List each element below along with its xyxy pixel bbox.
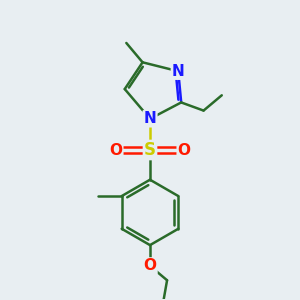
- Text: O: O: [143, 258, 157, 273]
- Text: O: O: [109, 142, 122, 158]
- Text: O: O: [178, 142, 191, 158]
- Text: S: S: [144, 141, 156, 159]
- Text: N: N: [172, 64, 184, 79]
- Text: N: N: [144, 111, 156, 126]
